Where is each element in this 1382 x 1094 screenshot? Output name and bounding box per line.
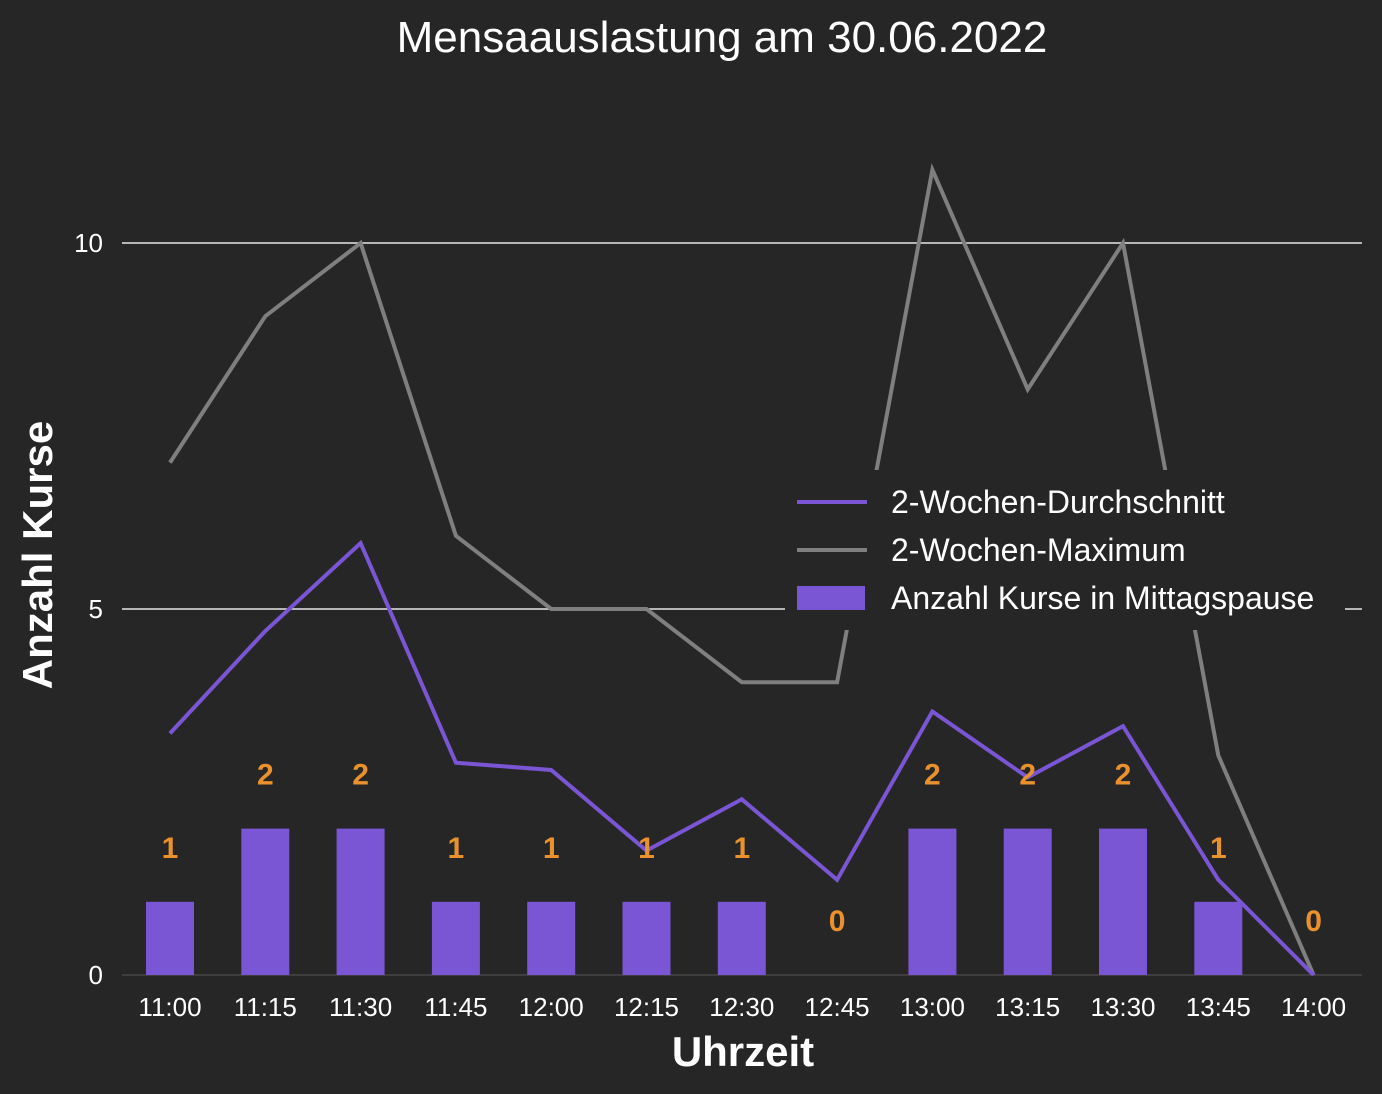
x-tick-label: 11:00 bbox=[138, 992, 201, 1022]
bar-data-label: 1 bbox=[162, 832, 179, 865]
legend-label: 2-Wochen-Durchschnitt bbox=[891, 484, 1225, 520]
bar-data-label: 1 bbox=[1210, 832, 1227, 865]
legend-label: 2-Wochen-Maximum bbox=[891, 532, 1186, 568]
bar bbox=[146, 901, 194, 975]
bar-data-label: 2 bbox=[1115, 759, 1132, 792]
x-tick-label: 13:30 bbox=[1090, 992, 1155, 1022]
bar-data-label: 1 bbox=[638, 832, 655, 865]
bar-data-label: 1 bbox=[543, 832, 560, 865]
line-max bbox=[168, 163, 1316, 976]
bar-data-label: 2 bbox=[257, 759, 274, 792]
x-tick-label: 12:15 bbox=[614, 992, 679, 1022]
bar bbox=[431, 901, 480, 975]
bar bbox=[1194, 901, 1243, 975]
bar-data-label: 0 bbox=[829, 905, 846, 938]
bar bbox=[336, 828, 385, 975]
y-tick-label: 0 bbox=[89, 960, 103, 990]
x-tick-label: 14:00 bbox=[1281, 992, 1346, 1022]
x-tick-label: 11:30 bbox=[329, 992, 392, 1022]
bar bbox=[527, 901, 576, 975]
x-tick-label: 11:45 bbox=[424, 992, 487, 1022]
bar bbox=[1003, 828, 1052, 975]
legend-background bbox=[785, 470, 1345, 630]
x-tick-label: 13:45 bbox=[1186, 992, 1251, 1022]
chart-title: Mensaauslastung am 30.06.2022 bbox=[397, 13, 1048, 62]
x-tick-label: 11:15 bbox=[234, 992, 297, 1022]
legend-label: Anzahl Kurse in Mittagspause bbox=[891, 580, 1314, 616]
bar-data-label: 0 bbox=[1305, 905, 1322, 938]
bar bbox=[241, 828, 290, 975]
bar-data-label: 1 bbox=[733, 832, 750, 865]
x-tick-label: 12:45 bbox=[805, 992, 870, 1022]
bar-series bbox=[146, 828, 1243, 975]
legend-swatch bbox=[797, 586, 865, 610]
y-tick-label: 5 bbox=[89, 594, 103, 624]
line-series bbox=[168, 163, 1316, 977]
x-tick-label: 13:00 bbox=[900, 992, 965, 1022]
y-tick-label: 10 bbox=[74, 228, 103, 258]
y-axis-ticks: 0 5 10 bbox=[74, 228, 103, 990]
bar bbox=[717, 901, 766, 975]
bar-data-labels: 1 2 2 1 1 1 1 0 2 2 2 1 0 bbox=[162, 759, 1322, 938]
x-tick-label: 13:15 bbox=[995, 992, 1060, 1022]
bar bbox=[1099, 828, 1147, 975]
x-axis-label: Uhrzeit bbox=[672, 1028, 814, 1075]
line-average bbox=[168, 539, 1316, 977]
bar-data-label: 2 bbox=[924, 759, 941, 792]
legend: 2-Wochen-Durchschnitt 2-Wochen-Maximum Anz… bbox=[785, 470, 1345, 630]
bar bbox=[908, 828, 957, 975]
x-tick-label: 12:30 bbox=[709, 992, 774, 1022]
bar bbox=[622, 901, 671, 975]
x-axis-ticks: 11:00 11:15 11:30 11:45 12:00 12:15 12:30 12:45… bbox=[138, 992, 1346, 1022]
y-axis-label: Anzahl Kurse bbox=[14, 421, 61, 689]
bar-data-label: 2 bbox=[1019, 759, 1036, 792]
bar-data-label: 2 bbox=[352, 759, 369, 792]
bar-data-label: 1 bbox=[448, 832, 465, 865]
x-tick-label: 12:00 bbox=[519, 992, 584, 1022]
